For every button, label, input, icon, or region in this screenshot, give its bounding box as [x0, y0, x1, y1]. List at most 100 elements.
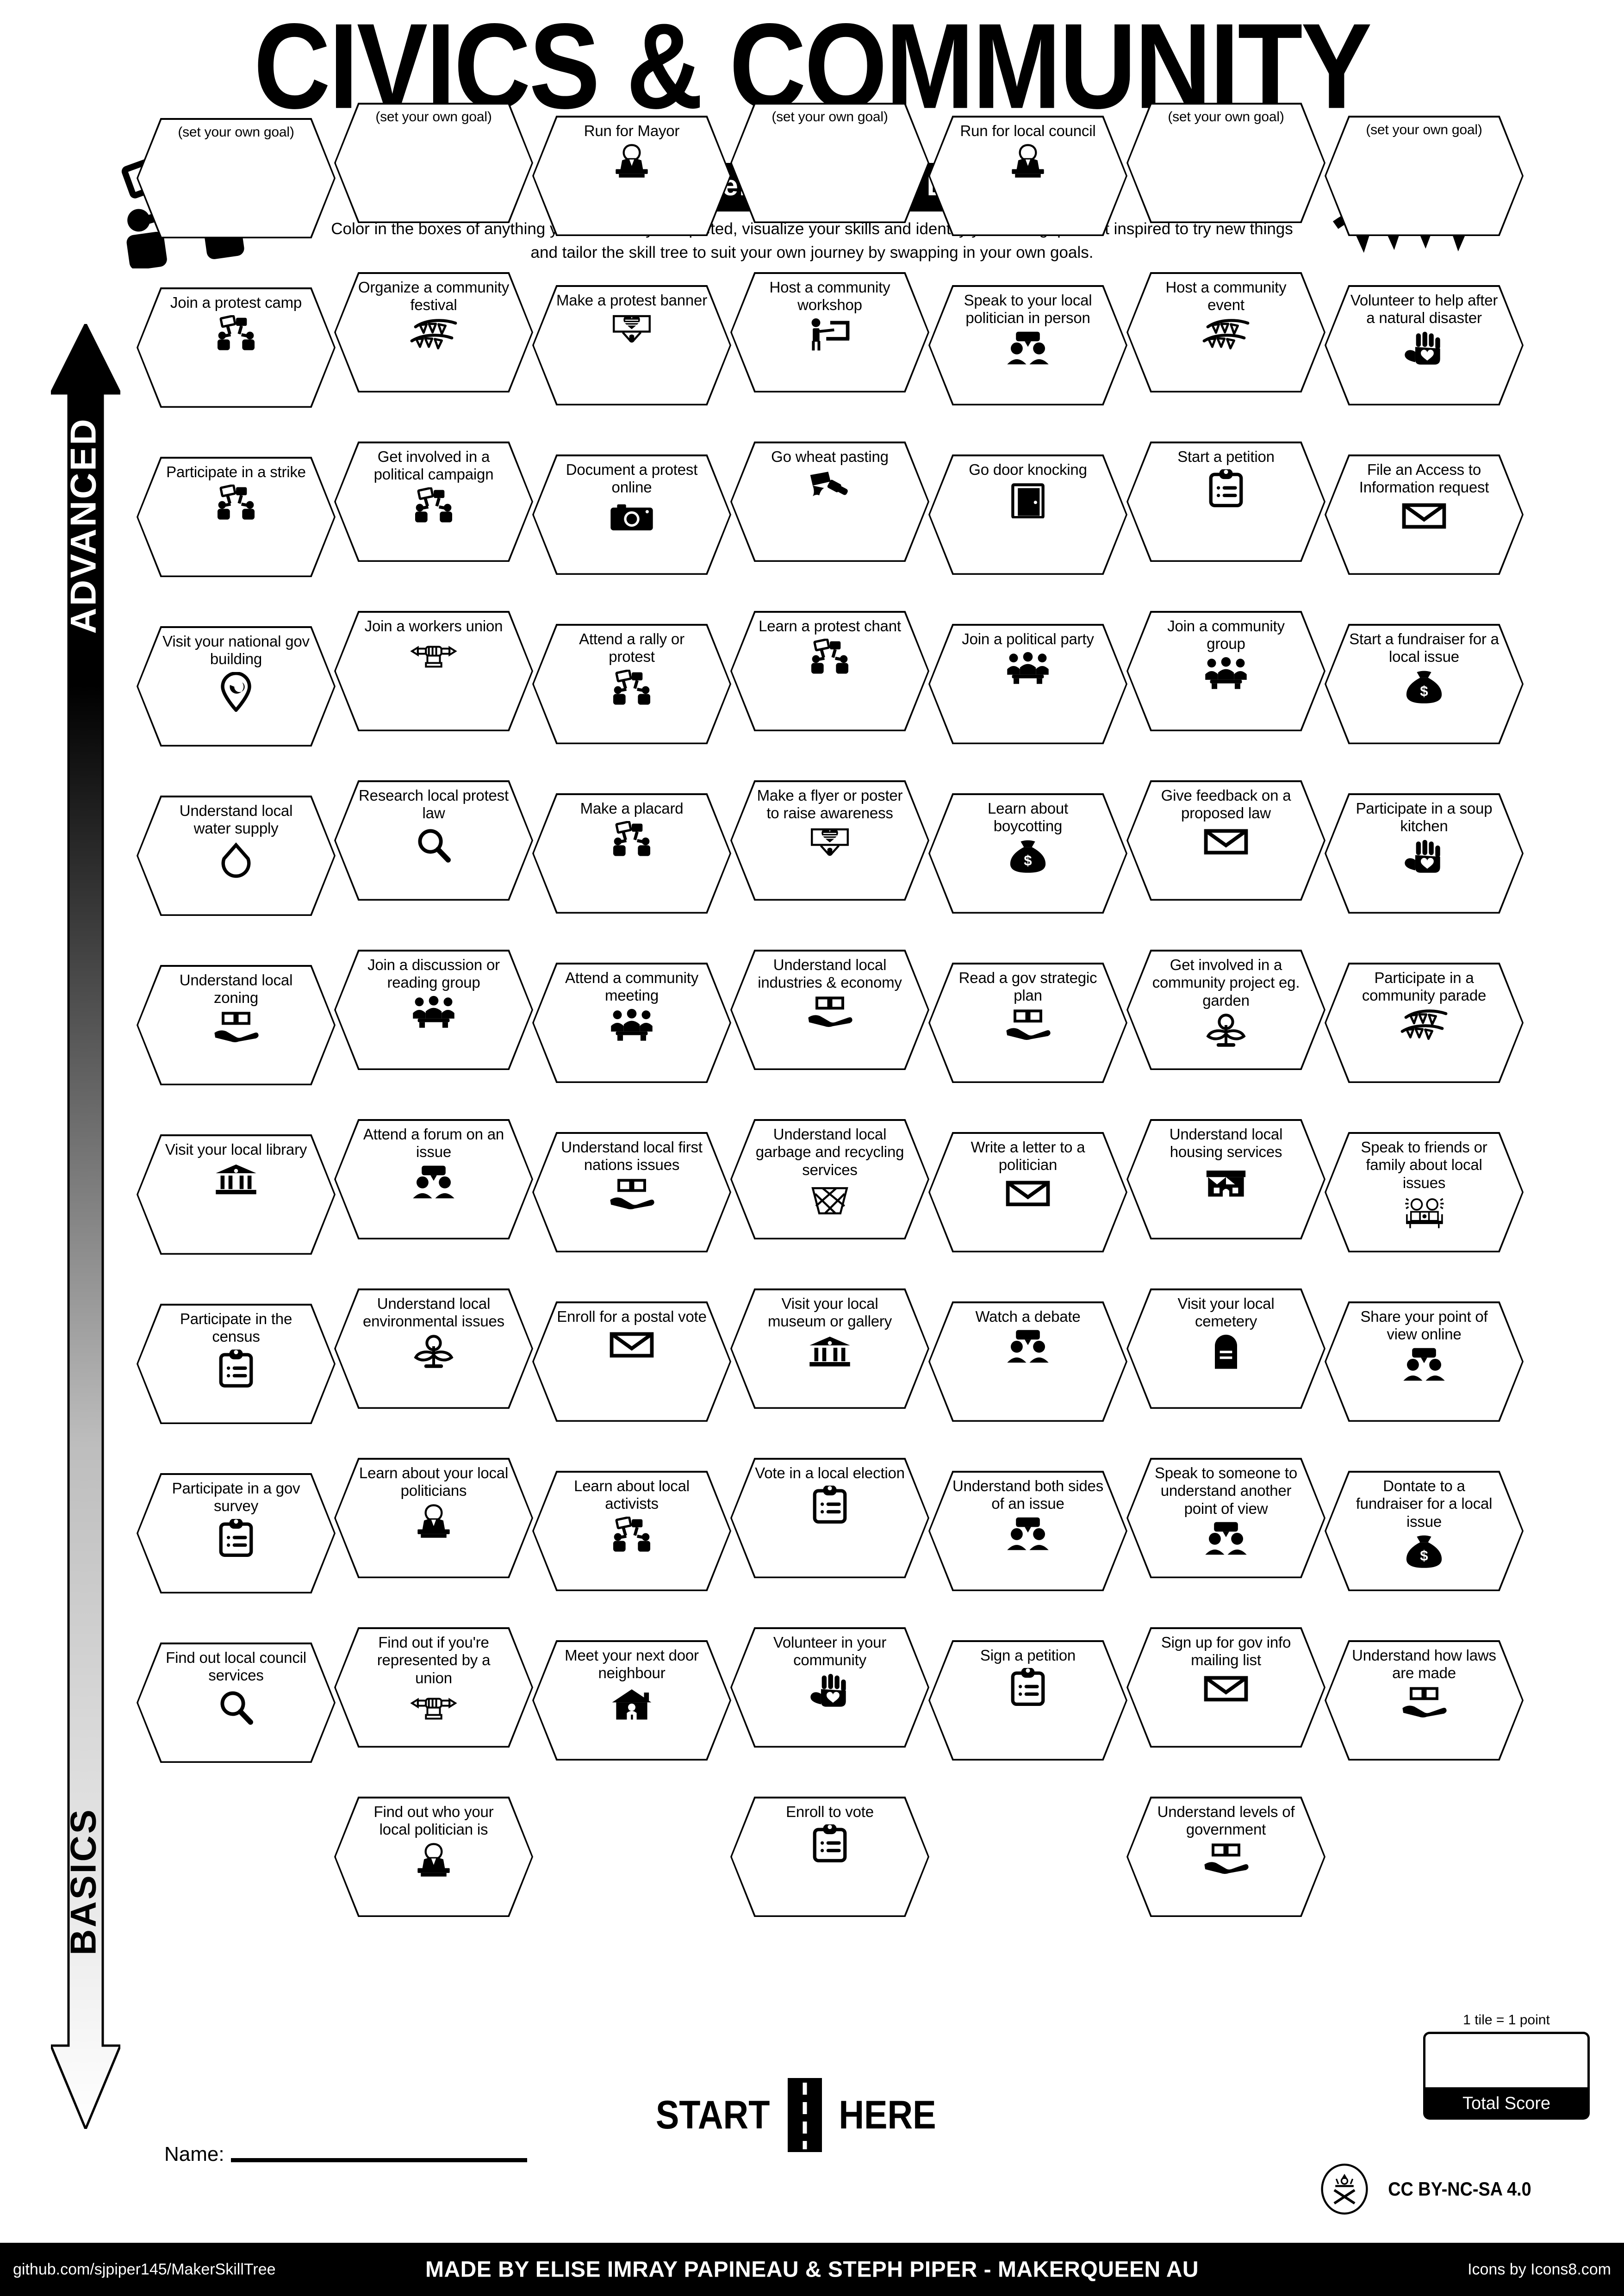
skill-tile[interactable]: (set your own goal) [137, 118, 336, 238]
skill-tile[interactable]: Understand local first nations issues [532, 1132, 731, 1252]
tile-fill[interactable] [930, 964, 1126, 1082]
tile-fill[interactable] [1128, 951, 1324, 1069]
tile-fill[interactable] [138, 1136, 334, 1253]
skill-tile[interactable]: Understand levels of government [1126, 1797, 1325, 1917]
skill-tile[interactable]: Understand local industries & economy [730, 950, 929, 1070]
tile-fill[interactable] [732, 274, 928, 391]
skill-tile[interactable]: Meet your next door neighbour [532, 1640, 731, 1761]
skill-tile[interactable]: Participate in the census [137, 1304, 336, 1424]
skill-tile[interactable]: Visit your national gov building [137, 626, 336, 747]
skill-tile[interactable]: Join a political party [928, 624, 1127, 744]
tile-fill[interactable] [336, 1459, 532, 1577]
tile-fill[interactable] [1128, 104, 1324, 222]
skill-tile[interactable]: Find out local council services [137, 1643, 336, 1763]
tile-fill[interactable] [138, 1475, 334, 1592]
tile-fill[interactable] [138, 119, 334, 237]
name-input-line[interactable] [230, 2158, 527, 2162]
skill-tile[interactable]: Visit your local museum or gallery [730, 1288, 929, 1409]
tile-fill[interactable] [732, 612, 928, 730]
tile-fill[interactable] [534, 625, 730, 743]
skill-tile[interactable]: Understand local housing services [1126, 1119, 1325, 1239]
skill-tile[interactable]: Make a placard [532, 793, 731, 914]
skill-tile[interactable]: Watch a debate [928, 1301, 1127, 1422]
skill-tile[interactable]: Read a gov strategic plan [928, 963, 1127, 1083]
skill-tile[interactable]: Sign up for gov info mailing list [1126, 1627, 1325, 1748]
skill-tile[interactable]: Find out who your local politician is [334, 1797, 533, 1917]
skill-tile[interactable]: Document a protest online [532, 454, 731, 575]
tile-fill[interactable] [534, 1472, 730, 1590]
skill-tile[interactable]: Go door knocking [928, 454, 1127, 575]
skill-tile[interactable]: Participate in a strike [137, 457, 336, 577]
skill-tile[interactable]: Start a fundraiser for a local issue $ [1325, 624, 1524, 744]
skill-tile[interactable]: Learn about boycotting $ [928, 793, 1127, 914]
footer-icons-credit[interactable]: Icons by Icons8.com [1468, 2260, 1611, 2278]
tile-fill[interactable] [336, 104, 532, 222]
skill-tile[interactable]: Research local protest law [334, 780, 533, 901]
skill-tile[interactable]: Participate in a soup kitchen [1325, 793, 1524, 914]
skill-tile[interactable]: Make a flyer or poster to raise awarenes… [730, 780, 929, 901]
skill-tile[interactable]: Get involved in a political campaign [334, 442, 533, 562]
tile-fill[interactable] [336, 612, 532, 730]
skill-tile[interactable]: Understand local water supply [137, 796, 336, 916]
tile-fill[interactable] [138, 966, 334, 1084]
tile-fill[interactable] [732, 951, 928, 1069]
skill-tile[interactable]: (set your own goal) [730, 103, 929, 223]
tile-fill[interactable] [534, 795, 730, 912]
total-score-box[interactable]: Total Score [1423, 2032, 1590, 2120]
score-input[interactable] [1423, 2032, 1590, 2090]
tile-fill[interactable] [1128, 1798, 1324, 1916]
skill-tile[interactable]: Learn about local activists [532, 1471, 731, 1591]
tile-fill[interactable] [732, 104, 928, 222]
skill-tile[interactable]: Go wheat pasting [730, 442, 929, 562]
skill-tile[interactable]: (set your own goal) [334, 103, 533, 223]
footer-github-link[interactable]: github.com/sjpiper145/MakerSkillTree [13, 2260, 276, 2278]
tile-fill[interactable] [1326, 117, 1522, 235]
skill-tile[interactable]: (set your own goal) [1325, 116, 1524, 236]
skill-tile[interactable]: (set your own goal) [1126, 103, 1325, 223]
skill-tile[interactable]: Find out if you're represented by a unio… [334, 1627, 533, 1748]
tile-fill[interactable] [336, 1798, 532, 1916]
tile-fill[interactable] [336, 1629, 532, 1746]
skill-tile[interactable]: Understand local garbage and recycling s… [730, 1119, 929, 1239]
skill-tile[interactable]: Learn a protest chant [730, 611, 929, 731]
skill-tile[interactable]: Join a community group [1126, 611, 1325, 731]
skill-tile[interactable]: Join a discussion or reading group [334, 950, 533, 1070]
skill-tile[interactable]: Join a workers union [334, 611, 533, 731]
skill-tile[interactable]: File an Access to Information request [1325, 454, 1524, 575]
skill-tile[interactable]: Speak to friends or family about local i… [1325, 1132, 1524, 1252]
tile-fill[interactable] [732, 1459, 928, 1577]
skill-tile[interactable]: Make a protest banner [532, 285, 731, 405]
tile-fill[interactable] [336, 443, 532, 560]
tile-fill[interactable] [732, 443, 928, 560]
skill-tile[interactable]: Host a community event [1126, 272, 1325, 392]
tile-fill[interactable] [138, 797, 334, 915]
skill-tile[interactable]: Understand local zoning [137, 965, 336, 1085]
skill-tile[interactable]: Enroll to vote [730, 1797, 929, 1917]
tile-fill[interactable] [138, 628, 334, 745]
skill-tile[interactable]: Run for Mayor [532, 116, 731, 236]
skill-tile[interactable]: Start a petition [1126, 442, 1325, 562]
tile-fill[interactable] [336, 782, 532, 899]
tile-fill[interactable] [138, 1644, 334, 1761]
skill-tile[interactable]: Attend a rally or protest [532, 624, 731, 744]
skill-tile[interactable]: Speak to your local politician in person [928, 285, 1127, 405]
tile-fill[interactable] [732, 1798, 928, 1916]
skill-tile[interactable]: Understand local environmental issues [334, 1288, 533, 1409]
skill-tile[interactable]: Participate in a community parade [1325, 963, 1524, 1083]
tile-fill[interactable] [1326, 1472, 1522, 1590]
tile-fill[interactable] [1128, 1629, 1324, 1746]
skill-tile[interactable]: Participate in a gov survey [137, 1473, 336, 1593]
tile-fill[interactable] [138, 458, 334, 576]
skill-tile[interactable]: Share your point of view online [1325, 1301, 1524, 1422]
tile-fill[interactable] [1326, 456, 1522, 573]
skill-tile[interactable]: Dontate to a fundraiser for a local issu… [1325, 1471, 1524, 1591]
tile-fill[interactable] [930, 1303, 1126, 1420]
name-field-row[interactable]: Name: [164, 2143, 527, 2166]
skill-tile[interactable]: Attend a community meeting [532, 963, 731, 1083]
skill-tile[interactable]: Speak to someone to understand another p… [1126, 1458, 1325, 1578]
skill-tile[interactable]: Organize a community festival [334, 272, 533, 392]
skill-tile[interactable]: Host a community workshop [730, 272, 929, 392]
skill-tile[interactable]: Visit your local library [137, 1134, 336, 1255]
skill-tile[interactable]: Write a letter to a politician [928, 1132, 1127, 1252]
tile-fill[interactable] [930, 1642, 1126, 1759]
